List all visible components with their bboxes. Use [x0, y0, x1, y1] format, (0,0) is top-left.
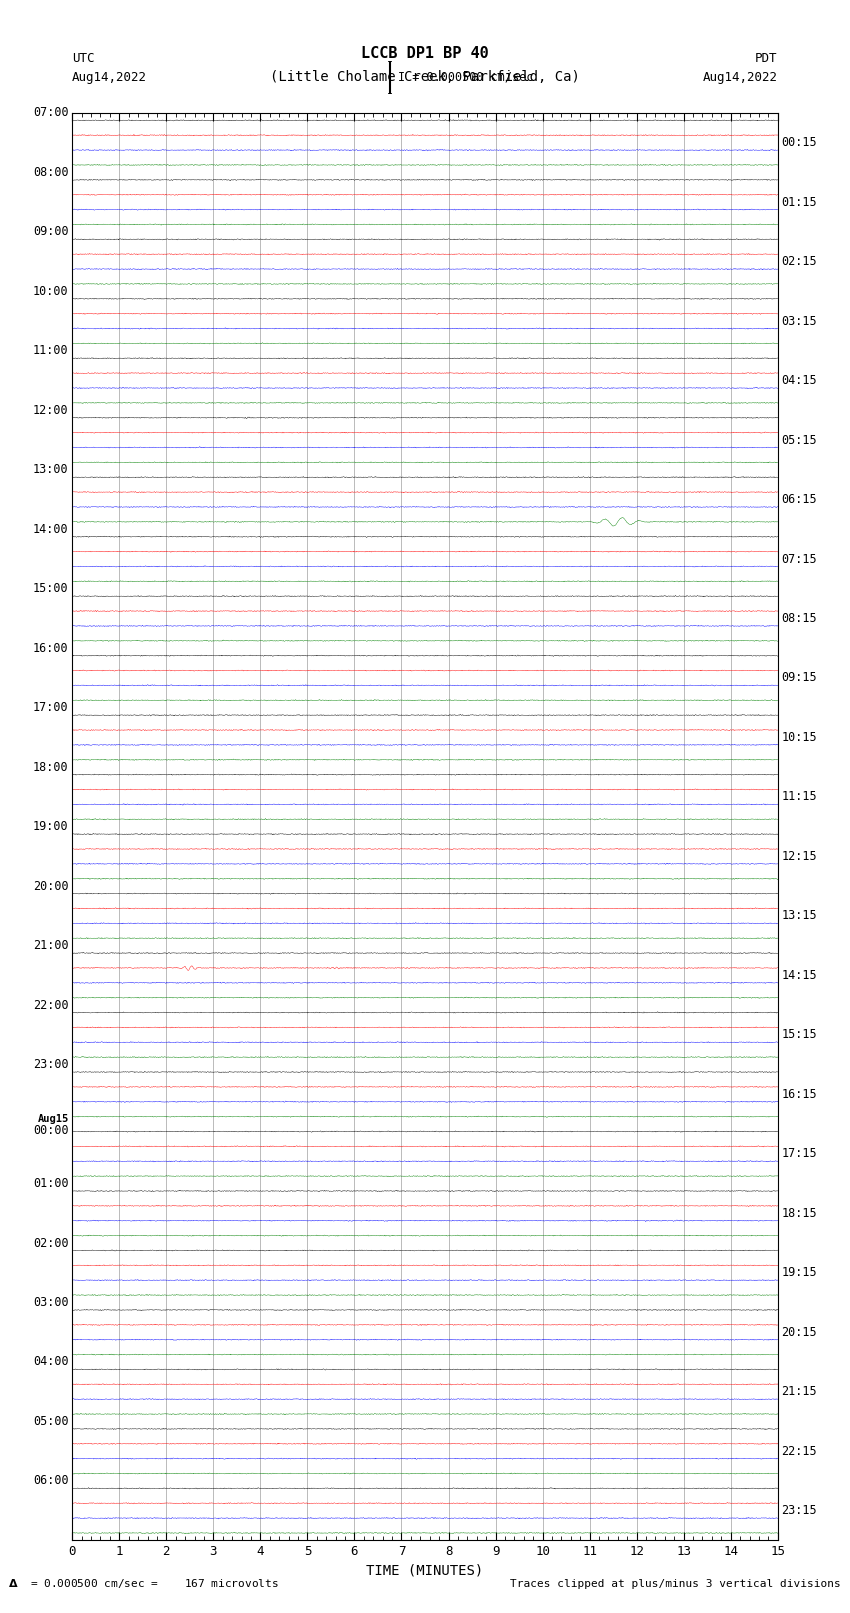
Text: 06:15: 06:15 — [781, 494, 817, 506]
Text: 23:15: 23:15 — [781, 1505, 817, 1518]
Text: 09:15: 09:15 — [781, 671, 817, 684]
Text: PDT: PDT — [756, 52, 778, 65]
Text: 05:00: 05:00 — [33, 1415, 69, 1428]
Text: 03:00: 03:00 — [33, 1295, 69, 1310]
Text: I = 0.000500 cm/sec: I = 0.000500 cm/sec — [398, 71, 533, 84]
Text: 22:15: 22:15 — [781, 1445, 817, 1458]
Text: 14:15: 14:15 — [781, 969, 817, 982]
Text: 14:00: 14:00 — [33, 523, 69, 536]
Text: 04:15: 04:15 — [781, 374, 817, 387]
Text: 16:15: 16:15 — [781, 1087, 817, 1100]
Text: 02:15: 02:15 — [781, 255, 817, 268]
Text: 20:15: 20:15 — [781, 1326, 817, 1339]
Text: 22:00: 22:00 — [33, 998, 69, 1011]
Text: 06:00: 06:00 — [33, 1474, 69, 1487]
Text: 12:15: 12:15 — [781, 850, 817, 863]
Text: 12:00: 12:00 — [33, 403, 69, 416]
Text: 17:15: 17:15 — [781, 1147, 817, 1160]
Text: 15:15: 15:15 — [781, 1029, 817, 1042]
Text: 00:00: 00:00 — [33, 1124, 69, 1137]
Text: 11:15: 11:15 — [781, 790, 817, 803]
Text: 13:00: 13:00 — [33, 463, 69, 476]
Text: Aug14,2022: Aug14,2022 — [72, 71, 147, 84]
Text: 05:15: 05:15 — [781, 434, 817, 447]
Text: 07:15: 07:15 — [781, 553, 817, 566]
Text: 09:00: 09:00 — [33, 226, 69, 239]
Text: 21:15: 21:15 — [781, 1386, 817, 1398]
Text: Traces clipped at plus/minus 3 vertical divisions: Traces clipped at plus/minus 3 vertical … — [510, 1579, 841, 1589]
Text: 04:00: 04:00 — [33, 1355, 69, 1368]
Text: 02:00: 02:00 — [33, 1237, 69, 1250]
Text: 15:00: 15:00 — [33, 582, 69, 595]
Text: Aug14,2022: Aug14,2022 — [703, 71, 778, 84]
Text: 08:00: 08:00 — [33, 166, 69, 179]
Text: 01:15: 01:15 — [781, 195, 817, 208]
Text: 21:00: 21:00 — [33, 939, 69, 952]
Text: LCCB DP1 BP 40: LCCB DP1 BP 40 — [361, 47, 489, 61]
Text: 07:00: 07:00 — [33, 106, 69, 119]
Text: 03:15: 03:15 — [781, 315, 817, 327]
Text: 18:15: 18:15 — [781, 1207, 817, 1219]
Text: 13:15: 13:15 — [781, 910, 817, 923]
Text: UTC: UTC — [72, 52, 94, 65]
Text: 18:00: 18:00 — [33, 761, 69, 774]
Text: 08:15: 08:15 — [781, 611, 817, 624]
Text: 19:15: 19:15 — [781, 1266, 817, 1279]
Text: 10:15: 10:15 — [781, 731, 817, 744]
Text: 23:00: 23:00 — [33, 1058, 69, 1071]
X-axis label: TIME (MINUTES): TIME (MINUTES) — [366, 1565, 484, 1578]
Text: $\mathbf{\Delta}$  = 0.000500 cm/sec =    167 microvolts: $\mathbf{\Delta}$ = 0.000500 cm/sec = 16… — [8, 1578, 279, 1590]
Text: (Little Cholame Creek, Parkfield, Ca): (Little Cholame Creek, Parkfield, Ca) — [270, 69, 580, 84]
Text: 20:00: 20:00 — [33, 879, 69, 892]
Text: 00:15: 00:15 — [781, 135, 817, 148]
Text: 17:00: 17:00 — [33, 702, 69, 715]
Text: 16:00: 16:00 — [33, 642, 69, 655]
Text: 10:00: 10:00 — [33, 286, 69, 298]
Text: 01:00: 01:00 — [33, 1177, 69, 1190]
Text: Aug15: Aug15 — [37, 1115, 69, 1124]
Text: 11:00: 11:00 — [33, 344, 69, 358]
Text: 19:00: 19:00 — [33, 819, 69, 834]
